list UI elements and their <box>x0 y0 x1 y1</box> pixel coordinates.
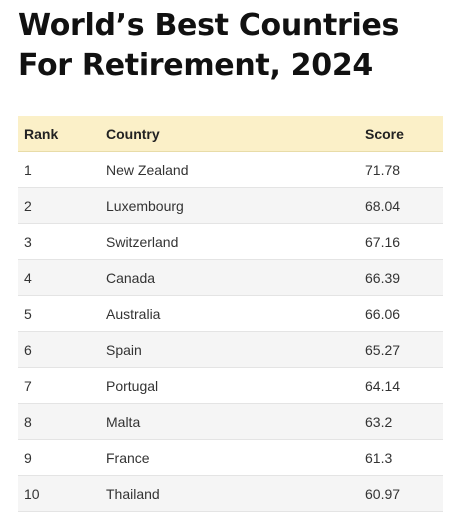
cell-score: 68.04 <box>365 187 443 224</box>
table-row: 8 Malta 63.2 <box>18 403 443 440</box>
cell-country: Portugal <box>106 367 365 404</box>
cell-country: Australia <box>106 295 365 332</box>
cell-score: 60.97 <box>365 475 443 512</box>
cell-country: New Zealand <box>106 151 365 188</box>
cell-country: Luxembourg <box>106 187 365 224</box>
cell-score: 67.16 <box>365 223 443 260</box>
retirement-ranking-table: Rank Country Score 1 New Zealand 71.78 2… <box>18 116 443 512</box>
column-header-rank: Rank <box>18 116 106 152</box>
cell-rank: 8 <box>18 403 106 440</box>
table-row: 6 Spain 65.27 <box>18 331 443 368</box>
table-row: 3 Switzerland 67.16 <box>18 223 443 260</box>
cell-rank: 6 <box>18 331 106 368</box>
cell-country: Switzerland <box>106 223 365 260</box>
cell-rank: 10 <box>18 475 106 512</box>
cell-rank: 4 <box>18 259 106 296</box>
cell-score: 66.06 <box>365 295 443 332</box>
table-row: 4 Canada 66.39 <box>18 259 443 296</box>
cell-rank: 1 <box>18 151 106 188</box>
cell-country: Canada <box>106 259 365 296</box>
table-row: 7 Portugal 64.14 <box>18 367 443 404</box>
cell-score: 66.39 <box>365 259 443 296</box>
cell-score: 65.27 <box>365 331 443 368</box>
column-header-score: Score <box>365 116 443 152</box>
table-row: 10 Thailand 60.97 <box>18 475 443 512</box>
table-header-row: Rank Country Score <box>18 116 443 152</box>
cell-country: Malta <box>106 403 365 440</box>
cell-score: 63.2 <box>365 403 443 440</box>
cell-rank: 5 <box>18 295 106 332</box>
cell-score: 61.3 <box>365 439 443 476</box>
table-row: 2 Luxembourg 68.04 <box>18 187 443 224</box>
cell-rank: 7 <box>18 367 106 404</box>
cell-score: 64.14 <box>365 367 443 404</box>
table-row: 1 New Zealand 71.78 <box>18 151 443 188</box>
cell-rank: 9 <box>18 439 106 476</box>
page-title: World’s Best Countries For Retirement, 2… <box>18 8 400 83</box>
cell-country: Thailand <box>106 475 365 512</box>
cell-score: 71.78 <box>365 151 443 188</box>
cell-rank: 3 <box>18 223 106 260</box>
cell-country: France <box>106 439 365 476</box>
cell-country: Spain <box>106 331 365 368</box>
table-row: 9 France 61.3 <box>18 439 443 476</box>
table-row: 5 Australia 66.06 <box>18 295 443 332</box>
column-header-country: Country <box>106 116 365 152</box>
cell-rank: 2 <box>18 187 106 224</box>
